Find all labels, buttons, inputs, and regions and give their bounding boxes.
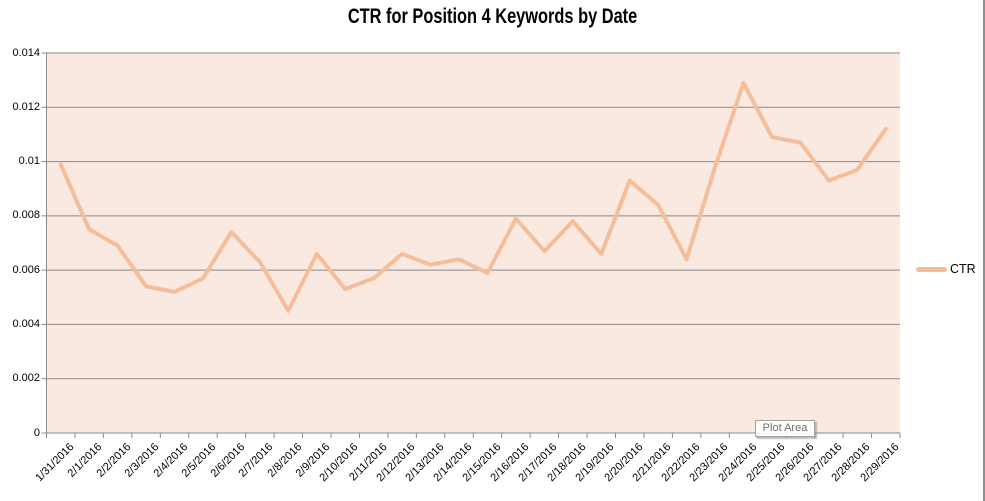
y-axis-label[interactable]: 0.014 [12,46,40,59]
ctr-line-series[interactable] [58,80,888,313]
y-axis-label[interactable]: 0.012 [12,100,40,113]
plot-area-tooltip: Plot Area [755,420,815,437]
legend[interactable]: CTR [916,262,976,276]
plot-area-tooltip-label: Plot Area [762,422,808,434]
chart-right-border [983,0,985,501]
chart-title[interactable]: CTR for Position 4 Keywords by Date [0,5,985,29]
legend-line-swatch [916,266,947,272]
chart-title-text: CTR for Position 4 Keywords by Date [347,5,638,28]
plot-area-background[interactable] [46,53,901,433]
y-axis-label[interactable]: 0.004 [12,317,40,330]
legend-label: CTR [950,262,976,276]
y-axis-label[interactable]: 0.01 [18,155,40,168]
y-axis-label[interactable]: 0.006 [12,263,40,276]
y-axis-label[interactable]: 0.008 [12,209,40,222]
y-axis-label[interactable]: 0.002 [12,372,40,385]
y-axis-label[interactable]: 0 [33,426,40,439]
